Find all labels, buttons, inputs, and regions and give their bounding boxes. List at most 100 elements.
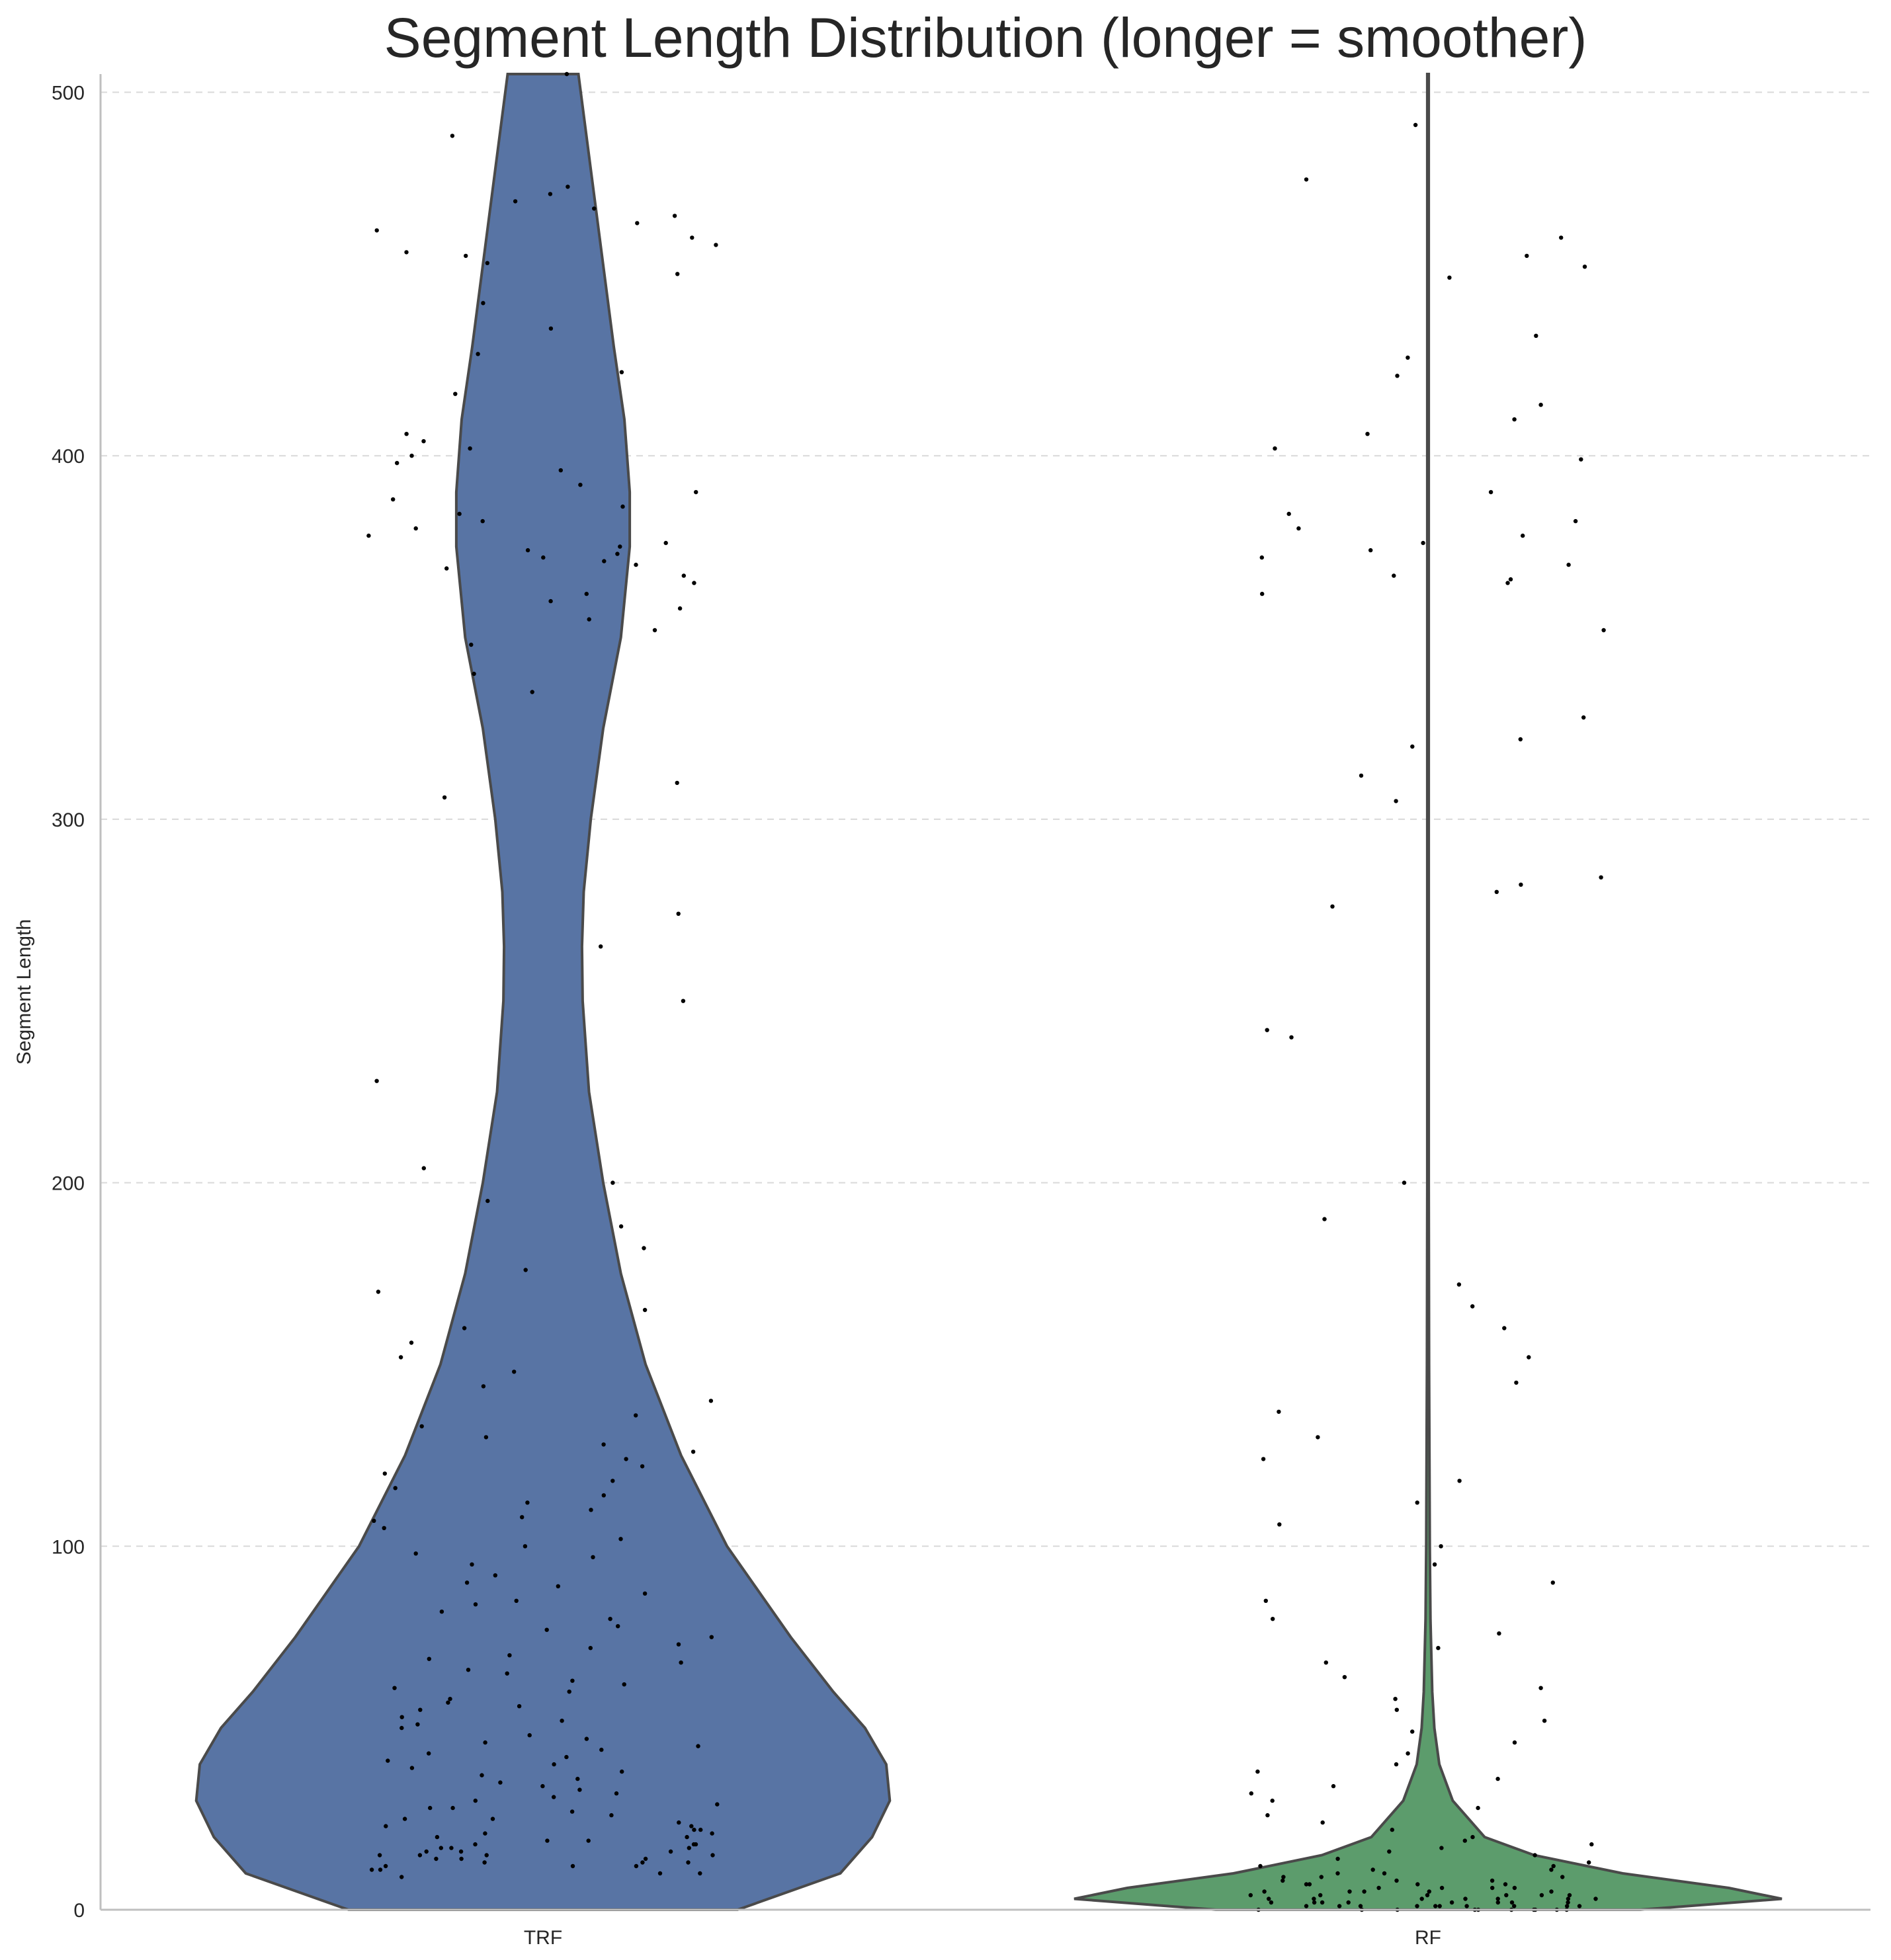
data-point-trf: [374, 228, 379, 233]
data-point-trf: [548, 598, 553, 604]
data-point-trf: [513, 199, 518, 204]
y-tick-label: 0: [73, 1900, 85, 1922]
data-point-trf: [505, 1671, 509, 1676]
data-point-trf: [610, 1180, 615, 1185]
data-point-trf: [459, 1856, 464, 1861]
data-point-rf: [1415, 1882, 1420, 1887]
data-point-rf: [1362, 1889, 1366, 1894]
y-tick-label: 400: [52, 446, 85, 468]
data-point-rf: [1538, 403, 1543, 407]
data-point-rf: [1579, 457, 1583, 462]
data-point-trf: [663, 540, 668, 546]
data-point-rf: [1307, 1882, 1312, 1887]
data-point-rf: [1497, 1631, 1501, 1636]
data-point-trf: [395, 461, 399, 466]
data-point-trf: [466, 1668, 471, 1672]
data-point-rf: [1258, 1863, 1263, 1869]
data-point-rf: [1508, 577, 1513, 582]
data-point-rf: [1589, 1842, 1594, 1847]
data-point-rf: [1335, 1871, 1340, 1876]
data-point-trf: [558, 468, 563, 473]
data-point-rf: [1490, 1878, 1495, 1883]
data-point-rf: [1312, 1897, 1316, 1901]
data-point-rf: [1263, 1598, 1269, 1603]
x-tick-label-trf: TRF: [524, 1927, 562, 1949]
data-point-trf: [419, 1424, 424, 1429]
data-point-trf: [398, 1355, 403, 1360]
data-point-rf: [1495, 1900, 1500, 1905]
data-point-rf: [1495, 1776, 1500, 1781]
data-point-trf: [399, 1875, 404, 1879]
data-point-rf: [1365, 432, 1370, 436]
data-point-trf: [556, 1584, 560, 1588]
data-point-trf: [493, 1573, 497, 1578]
data-point-trf: [694, 490, 698, 495]
data-point-rf: [1265, 1028, 1269, 1032]
data-point-trf: [523, 1268, 528, 1272]
data-point-rf: [1456, 1282, 1462, 1287]
data-point-rf: [1415, 1500, 1419, 1505]
data-point-trf: [587, 617, 591, 622]
data-point-trf: [378, 1867, 383, 1872]
data-point-rf: [1394, 1707, 1399, 1712]
data-point-rf: [1566, 1900, 1570, 1905]
data-point-trf: [413, 526, 418, 531]
data-point-trf: [696, 1744, 700, 1748]
data-point-trf: [439, 1610, 444, 1614]
data-point-rf: [1260, 591, 1265, 596]
data-point-rf: [1464, 1904, 1469, 1908]
data-point-trf: [566, 184, 570, 189]
data-point-trf: [708, 1399, 714, 1403]
data-point-rf: [1566, 562, 1571, 567]
data-point-trf: [681, 999, 686, 1003]
data-point-trf: [657, 1871, 663, 1876]
data-point-trf: [482, 1860, 487, 1865]
data-point-rf: [1593, 1897, 1598, 1901]
data-point-trf: [714, 243, 718, 247]
data-point-trf: [601, 1442, 606, 1447]
data-point-rf: [1549, 1867, 1554, 1872]
data-point-trf: [402, 1817, 407, 1821]
data-point-trf: [415, 1722, 420, 1727]
data-point-rf: [1320, 1900, 1325, 1905]
data-point-rf: [1449, 1900, 1454, 1905]
data-point-trf: [618, 544, 622, 549]
data-point-rf: [1376, 1885, 1381, 1891]
data-point-rf: [1415, 1904, 1419, 1908]
data-point-rf: [1387, 1849, 1392, 1854]
data-point-trf: [610, 1479, 615, 1483]
data-point-rf: [1394, 1878, 1399, 1883]
data-point-trf: [620, 1769, 624, 1774]
data-point-rf: [1581, 715, 1586, 720]
data-point-rf: [1494, 889, 1499, 895]
data-point-rf: [1427, 1889, 1431, 1894]
data-point-trf: [620, 504, 625, 509]
data-point-rf: [1538, 1686, 1543, 1690]
data-point-rf: [1476, 1805, 1480, 1811]
data-point-rf: [1262, 1889, 1267, 1894]
data-point-trf: [507, 1653, 512, 1658]
data-point-trf: [567, 1690, 571, 1694]
data-point-trf: [541, 555, 546, 560]
data-point-rf: [1318, 1893, 1323, 1898]
data-point-trf: [548, 192, 553, 196]
data-point-rf: [1413, 122, 1418, 128]
data-point-trf: [698, 1827, 703, 1832]
data-point-rf: [1533, 1853, 1537, 1858]
data-point-trf: [575, 1776, 580, 1781]
data-point-rf: [1312, 1900, 1317, 1905]
data-point-trf: [520, 1515, 525, 1520]
data-point-rf: [1601, 628, 1606, 633]
data-point-trf: [635, 221, 640, 225]
data-point-rf: [1395, 374, 1400, 378]
data-point-trf: [570, 1863, 575, 1869]
data-point-trf: [484, 1853, 489, 1858]
data-point-trf: [525, 548, 530, 553]
data-point-rf: [1549, 1889, 1554, 1894]
data-point-trf: [527, 1733, 532, 1738]
data-point-trf: [692, 581, 696, 585]
data-point-rf: [1296, 526, 1301, 531]
data-point-trf: [622, 1682, 626, 1687]
data-point-trf: [470, 1562, 474, 1567]
data-point-trf: [404, 250, 409, 255]
